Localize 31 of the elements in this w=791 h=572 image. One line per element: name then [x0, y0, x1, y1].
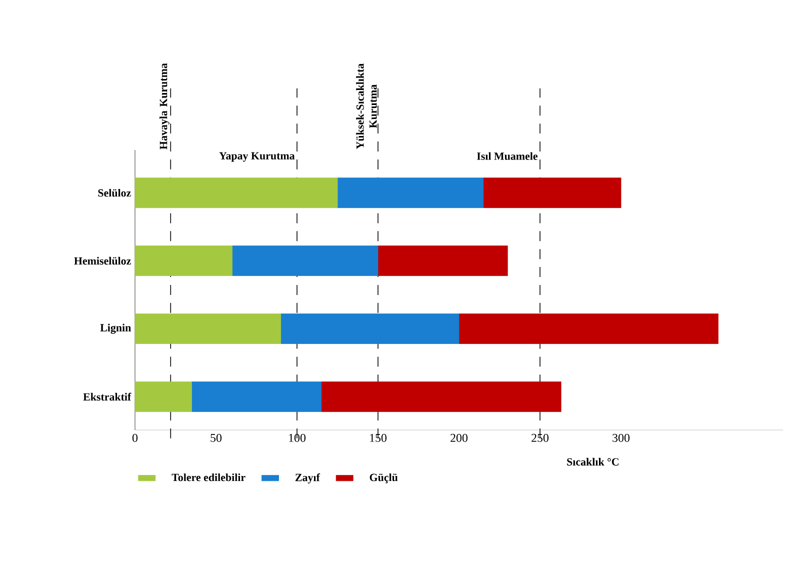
x-tick-label: 50: [210, 434, 222, 442]
x-tick-label: 200: [450, 434, 468, 442]
x-tick-label: 0: [132, 434, 138, 442]
y-tick-label: Lignin: [100, 324, 131, 334]
legend-label: Tolere edilebilir: [172, 473, 246, 482]
x-axis-title: Sıcaklık °C: [567, 458, 618, 466]
x-tick-label: 300: [612, 434, 630, 442]
ref-line-label: Yüksek-Sıcaklıkta Kurutma: [356, 64, 377, 150]
bar: [134, 314, 281, 344]
legend-label: Zayıf: [295, 473, 320, 484]
bar: [232, 246, 378, 276]
bar: [378, 246, 508, 276]
x-tick-label: 250: [532, 434, 549, 442]
ref-line-label: Isıl Muamele: [477, 152, 538, 160]
bar: [483, 178, 622, 208]
ref-line-label: Yapay Kurutma: [219, 152, 295, 162]
y-tick-label: Hemiselüloz: [74, 256, 131, 265]
x-tick-label: 100: [289, 434, 306, 442]
y-tick-label: Ekstraktif: [83, 392, 132, 401]
bar: [321, 382, 562, 412]
bar: [280, 314, 460, 344]
bar: [458, 314, 718, 344]
legend-label: Güçlü: [370, 473, 398, 484]
bar: [192, 382, 322, 412]
bar: [337, 178, 484, 208]
x-tick-label: 150: [370, 434, 387, 442]
y-tick-label: Selüloz: [98, 188, 131, 197]
bar: [134, 246, 232, 276]
bar: [134, 382, 192, 412]
ref-line-label: Havayla Kurutma: [159, 63, 170, 150]
bar: [134, 178, 338, 208]
